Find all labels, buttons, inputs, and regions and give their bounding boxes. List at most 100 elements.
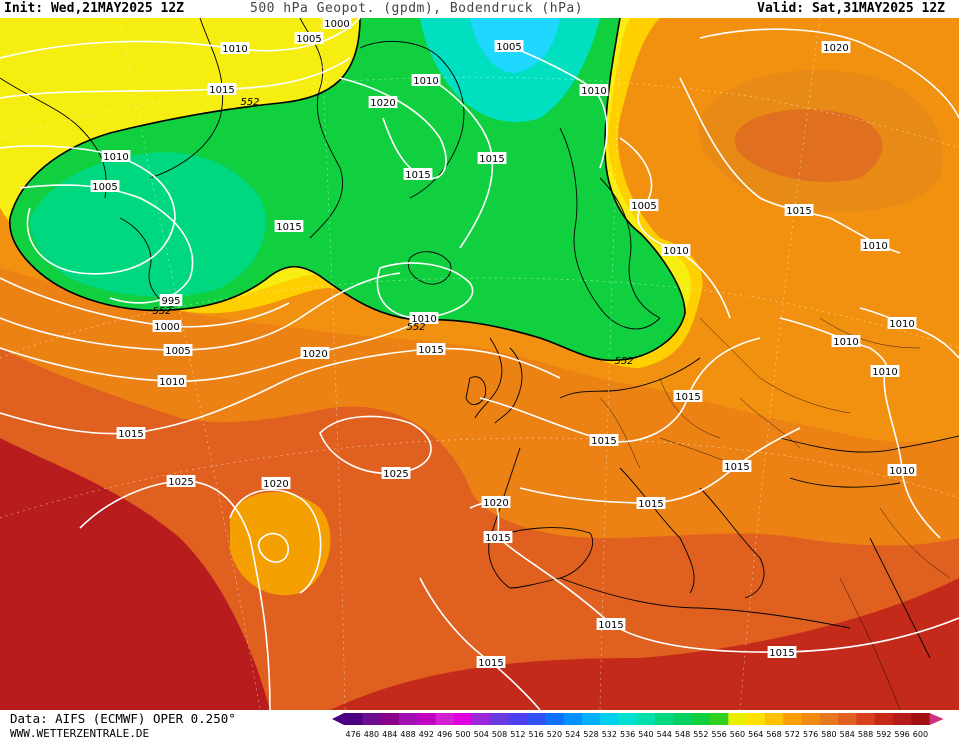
legend-swatch	[508, 713, 528, 725]
isobar-label-bg	[261, 477, 291, 489]
grid-lon-3	[119, 18, 261, 710]
isobar-label-bg	[821, 41, 851, 53]
legend-tick-label: 584	[840, 730, 855, 739]
isobar-label: 1010	[579, 84, 609, 97]
geopotential-label: 552	[406, 322, 425, 333]
legend-swatch	[710, 713, 729, 725]
isobar-label-bg	[274, 220, 304, 232]
isobar-u	[619, 137, 731, 319]
isobar-label-bg	[673, 390, 703, 402]
isobar-label-bg	[409, 312, 439, 324]
isobar-label-text: 1010	[159, 377, 184, 388]
isobar-label-text: 1020	[483, 498, 508, 509]
legend-tick-label: 484	[382, 730, 397, 739]
legend-swatch	[874, 713, 894, 725]
header-bar: Init: Wed,21MAY2025 12Z 500 hPa Geopot. …	[0, 0, 959, 18]
legend-swatch	[746, 713, 766, 725]
isobar-label-text: 1010	[889, 466, 914, 477]
isobar-label-bg	[596, 618, 626, 630]
legend-swatch	[783, 713, 802, 725]
isobar-label: 1005	[494, 40, 524, 53]
init-time: Init: Wed,21MAY2025 12Z	[4, 1, 185, 16]
isobar-label: 1010	[220, 42, 250, 55]
isobar-label: 1000	[322, 18, 352, 30]
warm-core-atlantic	[230, 491, 331, 596]
legend-swatch	[819, 713, 839, 725]
isobar-label: 1020	[300, 347, 330, 360]
isobar-label: 1015	[476, 656, 506, 669]
isobar-label-text: 1005	[631, 201, 656, 212]
isobar-label-text: 1015	[675, 392, 700, 403]
isobar-l	[257, 532, 290, 563]
legend-swatch	[581, 713, 601, 725]
isobar-label-text: 995	[161, 296, 180, 307]
legend-swatch	[362, 713, 382, 725]
isobar-label-bg	[636, 497, 666, 509]
isobar-label: 1015	[784, 204, 814, 217]
legend-swatch	[856, 713, 876, 725]
legend-tick-label: 544	[657, 730, 672, 739]
isobar-label-text: 1010	[833, 337, 858, 348]
isobar-label: 1015	[596, 618, 626, 631]
isobar-label: 1020	[261, 477, 291, 490]
isobar-label-text: 1015	[769, 648, 794, 659]
ireland	[465, 376, 487, 405]
isobar-label: 1010	[870, 365, 900, 378]
legend-swatch	[453, 713, 473, 725]
isobar-label: 1010	[411, 74, 441, 87]
isobar-c	[0, 145, 176, 275]
hottest-band-sw	[0, 438, 270, 710]
geopotential-label-text: 552	[240, 97, 259, 108]
legend-tick-label: 548	[675, 730, 690, 739]
legend-swatch	[728, 713, 748, 725]
isobar-label-bg	[368, 96, 398, 108]
legend-swatch	[673, 713, 693, 725]
legend-tick-label: 480	[364, 730, 379, 739]
isobar-label-text: 1015	[418, 345, 443, 356]
isobar-label-text: 1005	[165, 346, 190, 357]
isobar-label-text: 1010	[222, 44, 247, 55]
isobar-label: 1000	[152, 320, 182, 333]
isobar-label-bg	[220, 42, 250, 54]
isobar-y	[859, 307, 959, 359]
isobar-label: 1010	[831, 335, 861, 348]
geopotential-label-text: 552	[152, 306, 171, 317]
isobar-label: 995	[159, 294, 183, 307]
isobar-label-bg	[887, 464, 917, 476]
isobar-label-bg	[116, 427, 146, 439]
isobar-label-text: 1015	[118, 429, 143, 440]
middle-east-coast	[869, 537, 931, 659]
north-africa-coast	[559, 577, 851, 629]
isobar-label: 1010	[887, 317, 917, 330]
isobar-label-bg	[661, 244, 691, 256]
isobar-label: 1010	[860, 239, 890, 252]
legend-tick-label: 488	[400, 730, 415, 739]
isobar-label: 1015	[207, 83, 237, 96]
low-core-west	[30, 152, 266, 297]
legend-tick-label: 532	[602, 730, 617, 739]
border-7	[879, 507, 951, 579]
legend-tick-label: 492	[419, 730, 434, 739]
map-area: 1010 1005 1015 1000 1010 1020 1005 1010 1015 1015…	[0, 18, 959, 710]
isobar-label-bg	[300, 347, 330, 359]
arctic-islands	[149, 18, 224, 179]
coastlines	[0, 18, 959, 659]
iceland	[407, 251, 452, 285]
iberia	[489, 527, 594, 589]
isobar-label-text: 1015	[638, 499, 663, 510]
legend-tick-label: 504	[474, 730, 489, 739]
contour-552	[9, 18, 686, 362]
legend-tick-label: 476	[346, 730, 361, 739]
isobar-label-bg	[381, 467, 411, 479]
isobar-label-bg	[870, 365, 900, 377]
isobar-label: 1025	[381, 467, 411, 480]
geopotential-label: 552	[152, 306, 171, 317]
isobar-label-bg	[629, 199, 659, 211]
scandinavia-coast	[559, 127, 661, 330]
isobar-g	[0, 317, 425, 382]
legend-tick-label: 496	[437, 730, 452, 739]
isobar-label: 1015	[274, 220, 304, 233]
isobar-label-text: 1015	[724, 462, 749, 473]
isobar-label-text: 1015	[405, 170, 430, 181]
legend-tick-label: 556	[712, 730, 727, 739]
